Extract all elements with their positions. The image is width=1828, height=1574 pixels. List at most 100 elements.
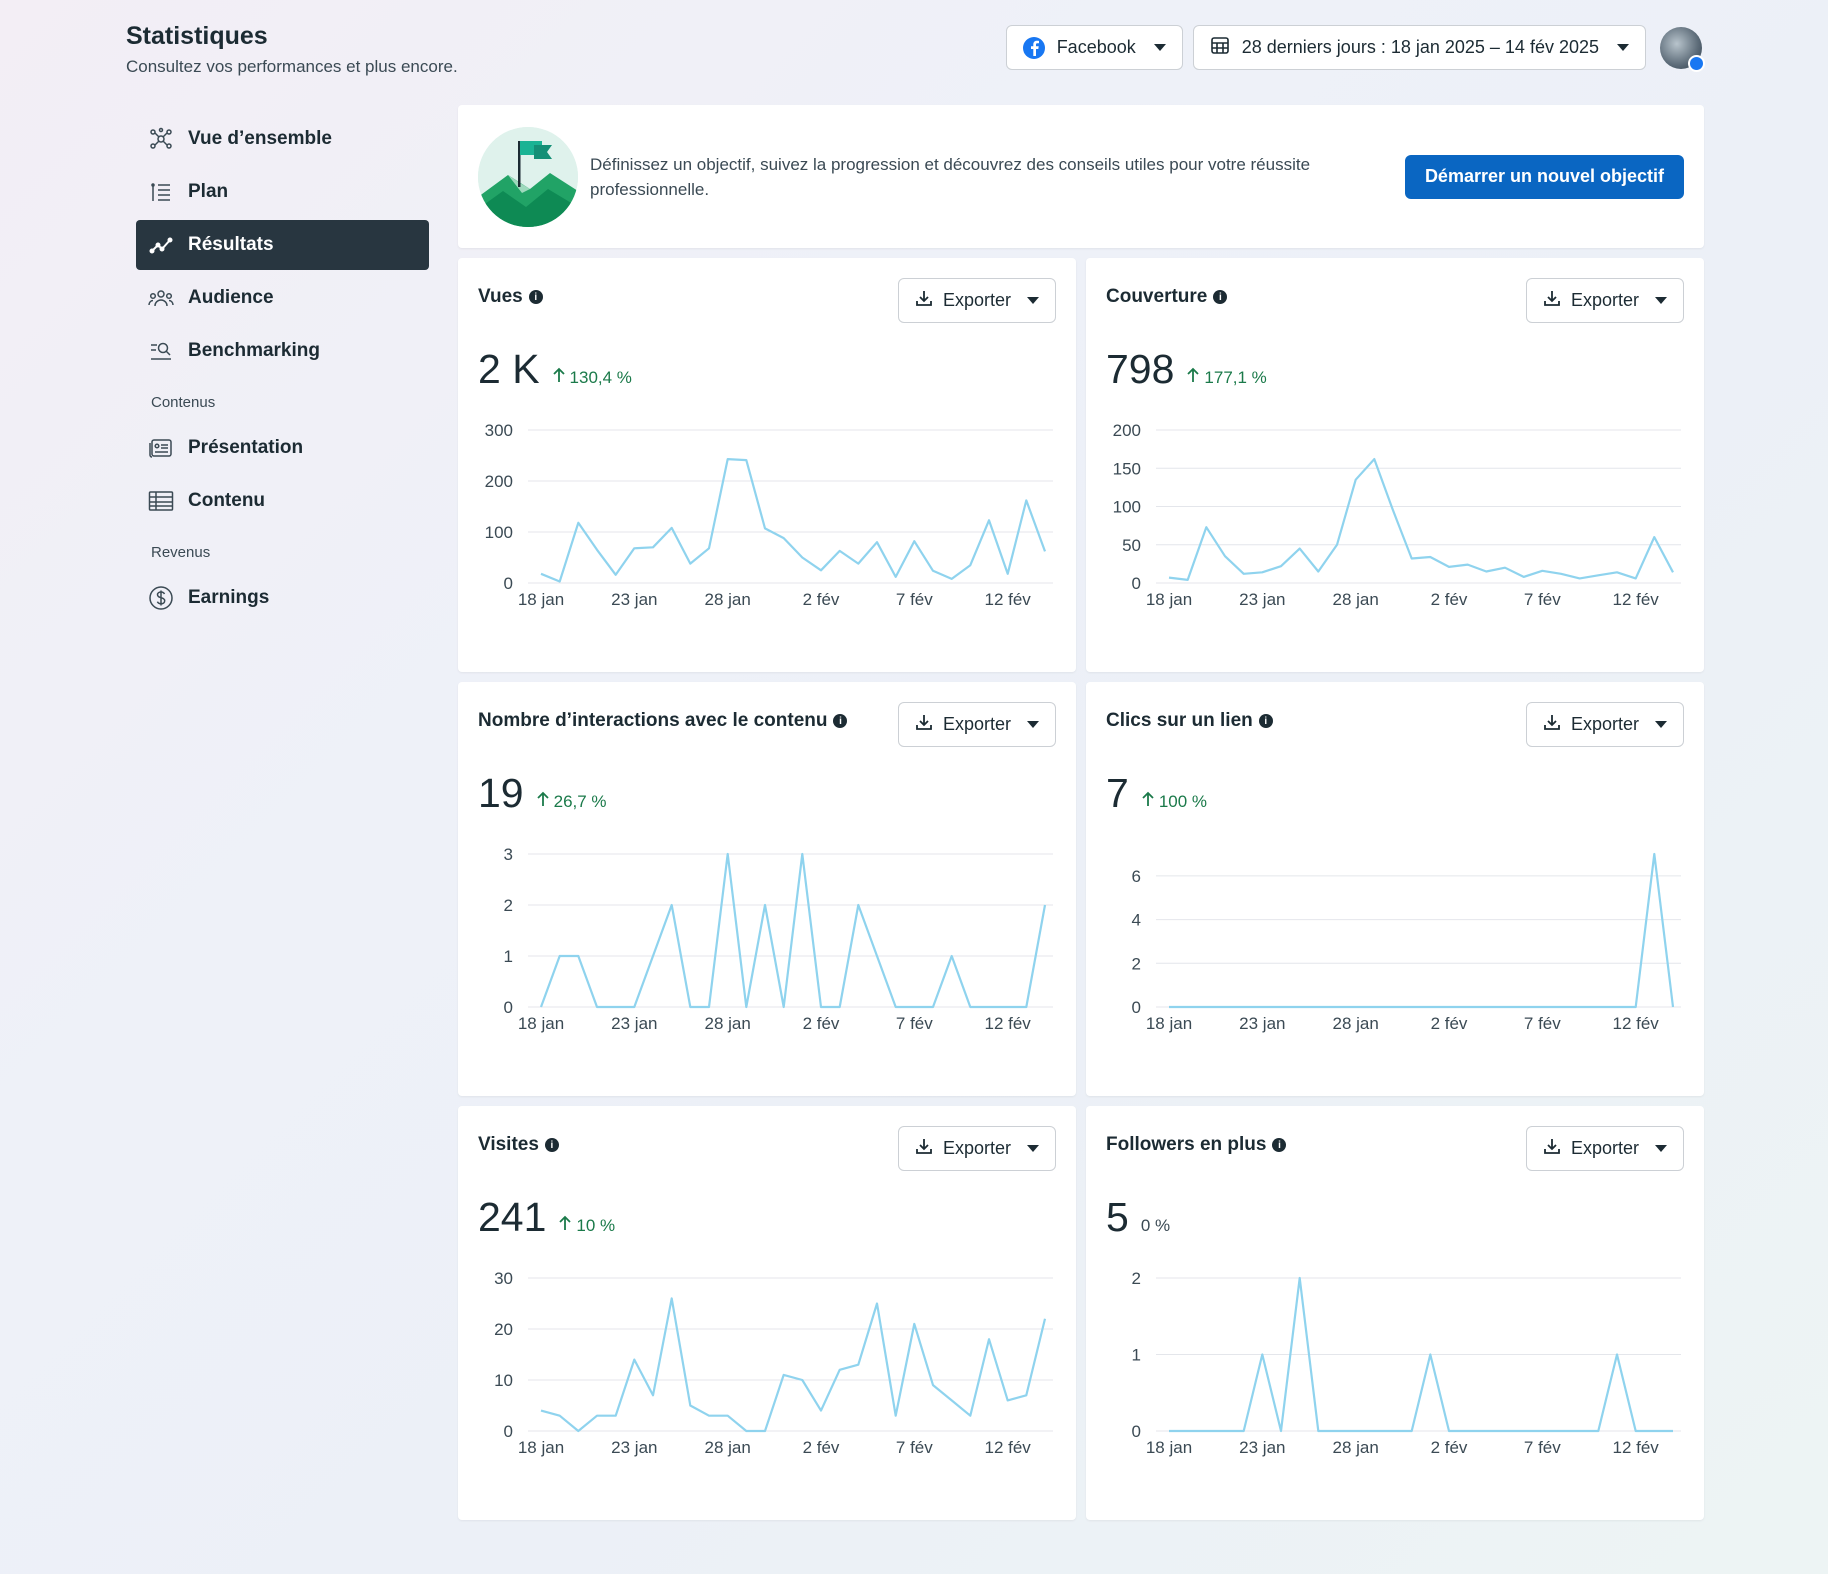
metric-value: 2 K: [478, 346, 540, 392]
download-icon: [915, 289, 933, 312]
download-icon: [915, 1137, 933, 1160]
y-tick-label: 50: [1122, 536, 1141, 555]
metric-value: 241: [478, 1194, 547, 1240]
y-tick-label: 1: [504, 947, 513, 966]
x-tick-label: 7 fév: [1524, 1438, 1561, 1457]
info-icon[interactable]: i: [1258, 714, 1273, 728]
sidebar-item-label: Présentation: [188, 437, 304, 458]
series-line: [1169, 1276, 1673, 1433]
line-chart: 0 1 2 18 jan 23 jan 28 jan 2 fév 7 fév 12 fév: [1132, 1269, 1681, 1457]
metric-change-value: 100 %: [1158, 791, 1208, 811]
card-title-text: Visites: [478, 1134, 539, 1155]
x-tick-label: 18 jan: [1146, 590, 1192, 609]
goal-illustration: [478, 126, 578, 227]
x-tick-label: 7 fév: [896, 1438, 933, 1457]
export-button[interactable]: Exporter: [1525, 702, 1684, 747]
metric: 5 0 %: [1106, 1194, 1170, 1241]
chevron-down-icon: [1655, 721, 1667, 728]
x-tick-label: 18 jan: [518, 1438, 564, 1457]
chevron-down-icon: [1027, 721, 1039, 728]
sidebar-item-audience[interactable]: Audience: [136, 273, 429, 323]
export-button[interactable]: Exporter: [1525, 278, 1684, 323]
info-icon[interactable]: i: [528, 290, 543, 304]
nav-section-content: Contenus: [151, 394, 216, 411]
arrow-up-icon: [558, 1215, 572, 1236]
x-tick-label: 12 fév: [1613, 590, 1660, 609]
arrow-up-icon: [1141, 791, 1155, 812]
y-tick-label: 0: [504, 1422, 513, 1441]
x-tick-label: 12 fév: [985, 1438, 1032, 1457]
metric-change: 130,4 %: [552, 367, 632, 388]
benchmarking-icon: [148, 338, 174, 364]
platform-select-label: Facebook: [1056, 37, 1136, 57]
export-button[interactable]: Exporter: [897, 278, 1056, 323]
sidebar-item-overview[interactable]: Vue d’ensemble: [136, 114, 429, 164]
x-tick-label: 28 jan: [1333, 590, 1379, 609]
info-icon[interactable]: i: [1272, 1138, 1287, 1152]
overview-icon: [148, 126, 174, 152]
x-tick-label: 23 jan: [611, 1014, 657, 1033]
sidebar-item-content[interactable]: Contenu: [136, 476, 429, 526]
metric: 19 26,7 %: [478, 770, 607, 817]
sidebar-item-label: Benchmarking: [188, 340, 320, 361]
info-icon[interactable]: i: [833, 714, 848, 728]
x-tick-label: 2 fév: [1431, 1438, 1468, 1457]
card-title: Nombre d’interactions avec le contenu i: [478, 710, 848, 732]
chevron-down-icon: [1617, 44, 1629, 51]
facebook-badge-icon: [1688, 54, 1705, 72]
nav-section-revenue: Revenus: [151, 544, 211, 561]
y-tick-label: 2: [504, 896, 513, 915]
y-tick-label: 4: [1132, 911, 1141, 930]
download-icon: [1543, 289, 1561, 312]
sidebar-item-label: Résultats: [188, 234, 274, 255]
x-tick-label: 23 jan: [611, 1438, 657, 1457]
x-tick-label: 12 fév: [1613, 1438, 1660, 1457]
card-title-text: Nombre d’interactions avec le contenu: [478, 710, 828, 731]
info-icon[interactable]: i: [1213, 290, 1228, 304]
export-label: Exporter: [942, 290, 1011, 310]
platform-select[interactable]: Facebook: [1005, 25, 1183, 70]
y-tick-label: 0: [1132, 574, 1141, 593]
export-button[interactable]: Exporter: [1525, 1126, 1684, 1171]
metric-change-value: 10 %: [576, 1215, 616, 1235]
page-subtitle: Consultez vos performances et plus encor…: [126, 57, 458, 76]
sidebar-item-results[interactable]: Résultats: [136, 220, 429, 270]
date-range-select[interactable]: 28 derniers jours : 18 jan 2025 – 14 fév…: [1192, 25, 1646, 70]
metric-card-reach: Couverture i Exporter 798 177,1 % 0 50 100 15…: [1086, 258, 1704, 672]
card-title: Vues i: [478, 286, 543, 308]
metric-value: 19: [478, 770, 524, 816]
sidebar-item-label: Vue d’ensemble: [188, 128, 332, 149]
x-tick-label: 18 jan: [518, 590, 564, 609]
metrics-grid: Vues i Exporter 2 K 130,4 % 0 100 200 3 0 0 18 j…: [458, 258, 1704, 1520]
top-controls: Facebook 28 derniers jours : 18 jan 2025…: [1005, 25, 1705, 72]
sidebar-item-presentation[interactable]: Présentation: [136, 423, 429, 473]
x-tick-label: 7 fév: [1524, 1014, 1561, 1033]
metric-change: 10 %: [558, 1215, 615, 1236]
start-goal-button[interactable]: Démarrer un nouvel objectif: [1404, 154, 1684, 199]
metric: 798 177,1 %: [1106, 346, 1267, 393]
sidebar-item-benchmarking[interactable]: Benchmarking: [136, 326, 429, 376]
sidebar-item-plan[interactable]: Plan: [136, 167, 429, 217]
metric-card-visits: Visites i Exporter 241 10 % 0 10 20 30 18 jan 2…: [458, 1106, 1076, 1520]
x-tick-label: 12 fév: [985, 1014, 1032, 1033]
metric-value: 7: [1106, 770, 1129, 816]
sidebar-item-label: Contenu: [188, 490, 266, 511]
sidebar-item-earnings[interactable]: Earnings: [136, 573, 429, 623]
x-tick-label: 2 fév: [803, 1438, 840, 1457]
download-icon: [1543, 1137, 1561, 1160]
y-tick-label: 200: [1113, 421, 1141, 440]
export-label: Exporter: [1570, 1138, 1639, 1158]
export-button[interactable]: Exporter: [897, 1126, 1056, 1171]
y-tick-label: 2: [1132, 1269, 1141, 1288]
download-icon: [915, 713, 933, 736]
x-tick-label: 28 jan: [705, 590, 751, 609]
avatar[interactable]: [1660, 26, 1705, 72]
y-tick-label: 0: [504, 998, 513, 1017]
export-label: Exporter: [942, 714, 1011, 734]
y-tick-label: 3: [504, 845, 513, 864]
y-tick-label: 100: [1113, 498, 1141, 517]
export-button[interactable]: Exporter: [897, 702, 1056, 747]
metric-card-new-followers: Followers en plus i Exporter 5 0 % 0 1 2 18 j…: [1086, 1106, 1704, 1520]
info-icon[interactable]: i: [544, 1138, 559, 1152]
chevron-down-icon: [1027, 297, 1039, 304]
